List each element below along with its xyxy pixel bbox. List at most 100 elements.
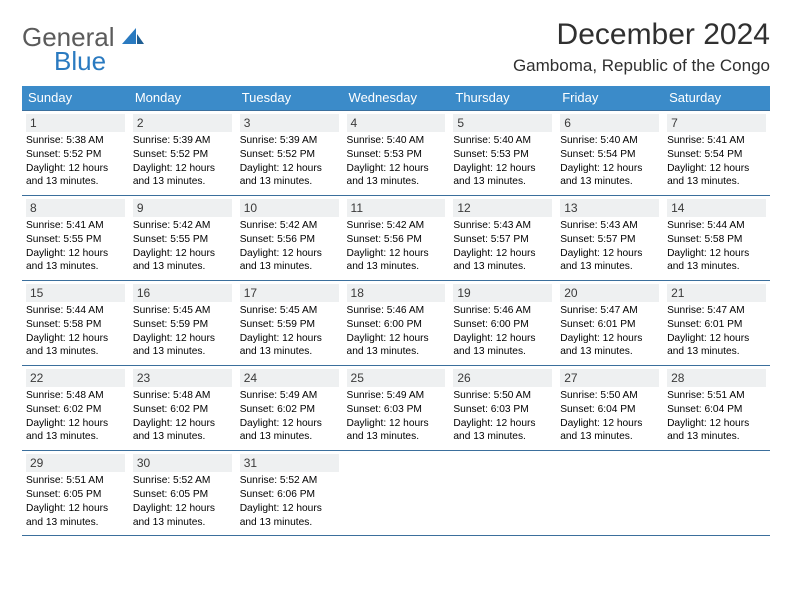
calendar-cell: 1 Sunrise: 5:38 AMSunset: 5:52 PMDaylight… <box>22 111 129 196</box>
day-details: Sunrise: 5:38 AMSunset: 5:52 PMDaylight:… <box>26 134 125 189</box>
calendar-cell: 9 Sunrise: 5:42 AMSunset: 5:55 PMDaylight… <box>129 196 236 281</box>
day-details: Sunrise: 5:40 AMSunset: 5:53 PMDaylight:… <box>453 134 552 189</box>
day-number: 30 <box>133 454 232 472</box>
calendar-cell: . <box>556 451 663 536</box>
calendar-cell: . <box>343 451 450 536</box>
dayname-header: Monday <box>129 86 236 111</box>
day-number: 4 <box>347 114 446 132</box>
day-details: Sunrise: 5:49 AMSunset: 6:03 PMDaylight:… <box>347 389 446 444</box>
calendar-cell: 5 Sunrise: 5:40 AMSunset: 5:53 PMDaylight… <box>449 111 556 196</box>
day-details: Sunrise: 5:51 AMSunset: 6:04 PMDaylight:… <box>667 389 766 444</box>
day-details: Sunrise: 5:47 AMSunset: 6:01 PMDaylight:… <box>667 304 766 359</box>
day-number: 6 <box>560 114 659 132</box>
calendar-cell: . <box>449 451 556 536</box>
day-details: Sunrise: 5:40 AMSunset: 5:54 PMDaylight:… <box>560 134 659 189</box>
calendar-cell: 22Sunrise: 5:48 AMSunset: 6:02 PMDayligh… <box>22 366 129 451</box>
day-number: 9 <box>133 199 232 217</box>
day-number: 13 <box>560 199 659 217</box>
calendar-cell: 20 Sunrise: 5:47 AMSunset: 6:01 PMDayligh… <box>556 281 663 366</box>
day-number: 28 <box>667 369 766 387</box>
day-number: 18 <box>347 284 446 302</box>
calendar-cell: 15Sunrise: 5:44 AMSunset: 5:58 PMDayligh… <box>22 281 129 366</box>
day-number: 25 <box>347 369 446 387</box>
calendar-cell: 27 Sunrise: 5:50 AMSunset: 6:04 PMDayligh… <box>556 366 663 451</box>
day-number: 10 <box>240 199 339 217</box>
day-number: 3 <box>240 114 339 132</box>
day-details: Sunrise: 5:44 AMSunset: 5:58 PMDaylight:… <box>667 219 766 274</box>
day-details: Sunrise: 5:46 AMSunset: 6:00 PMDaylight:… <box>453 304 552 359</box>
calendar-cell: 28 Sunrise: 5:51 AMSunset: 6:04 PMDayligh… <box>663 366 770 451</box>
day-number: 29 <box>26 454 125 472</box>
day-number: 19 <box>453 284 552 302</box>
dayname-header: Saturday <box>663 86 770 111</box>
calendar-cell: 30Sunrise: 5:52 AMSunset: 6:05 PMDayligh… <box>129 451 236 536</box>
calendar-cell: 23Sunrise: 5:48 AMSunset: 6:02 PMDayligh… <box>129 366 236 451</box>
sail-icon <box>122 28 144 52</box>
calendar-cell: 17 Sunrise: 5:45 AMSunset: 5:59 PMDayligh… <box>236 281 343 366</box>
calendar-table: SundayMondayTuesdayWednesdayThursdayFrid… <box>22 86 770 536</box>
title-block: December 2024 Gamboma, Republic of the C… <box>513 18 770 76</box>
day-number: 11 <box>347 199 446 217</box>
day-number: 2 <box>133 114 232 132</box>
day-details: Sunrise: 5:52 AMSunset: 6:06 PMDaylight:… <box>240 474 339 529</box>
day-number: 5 <box>453 114 552 132</box>
day-number: 14 <box>667 199 766 217</box>
calendar-cell: 25 Sunrise: 5:49 AMSunset: 6:03 PMDayligh… <box>343 366 450 451</box>
day-details: Sunrise: 5:42 AMSunset: 5:56 PMDaylight:… <box>240 219 339 274</box>
day-number: 20 <box>560 284 659 302</box>
calendar-cell: 7 Sunrise: 5:41 AMSunset: 5:54 PMDaylight… <box>663 111 770 196</box>
calendar-week-row: 8 Sunrise: 5:41 AMSunset: 5:55 PMDaylight… <box>22 196 770 281</box>
calendar-week-row: 29 Sunrise: 5:51 AMSunset: 6:05 PMDayligh… <box>22 451 770 536</box>
day-number: 21 <box>667 284 766 302</box>
day-number: 8 <box>26 199 125 217</box>
calendar-week-row: 15Sunrise: 5:44 AMSunset: 5:58 PMDayligh… <box>22 281 770 366</box>
calendar-cell: 12Sunrise: 5:43 AMSunset: 5:57 PMDayligh… <box>449 196 556 281</box>
calendar-cell: 31 Sunrise: 5:52 AMSunset: 6:06 PMDayligh… <box>236 451 343 536</box>
calendar-cell: 29 Sunrise: 5:51 AMSunset: 6:05 PMDayligh… <box>22 451 129 536</box>
day-details: Sunrise: 5:40 AMSunset: 5:53 PMDaylight:… <box>347 134 446 189</box>
day-details: Sunrise: 5:43 AMSunset: 5:57 PMDaylight:… <box>453 219 552 274</box>
month-title: December 2024 <box>513 18 770 52</box>
day-number: 31 <box>240 454 339 472</box>
calendar-cell: 3 Sunrise: 5:39 AMSunset: 5:52 PMDaylight… <box>236 111 343 196</box>
day-details: Sunrise: 5:47 AMSunset: 6:01 PMDaylight:… <box>560 304 659 359</box>
day-details: Sunrise: 5:45 AMSunset: 5:59 PMDaylight:… <box>133 304 232 359</box>
day-details: Sunrise: 5:51 AMSunset: 6:05 PMDaylight:… <box>26 474 125 529</box>
day-details: Sunrise: 5:41 AMSunset: 5:55 PMDaylight:… <box>26 219 125 274</box>
day-details: Sunrise: 5:50 AMSunset: 6:04 PMDaylight:… <box>560 389 659 444</box>
dayname-header: Tuesday <box>236 86 343 111</box>
calendar-cell: 24Sunrise: 5:49 AMSunset: 6:02 PMDayligh… <box>236 366 343 451</box>
day-details: Sunrise: 5:48 AMSunset: 6:02 PMDaylight:… <box>26 389 125 444</box>
calendar-cell: 4 Sunrise: 5:40 AMSunset: 5:53 PMDaylight… <box>343 111 450 196</box>
calendar-cell: 2 Sunrise: 5:39 AMSunset: 5:52 PMDaylight… <box>129 111 236 196</box>
calendar-cell: 10 Sunrise: 5:42 AMSunset: 5:56 PMDayligh… <box>236 196 343 281</box>
dayname-header: Friday <box>556 86 663 111</box>
day-details: Sunrise: 5:46 AMSunset: 6:00 PMDaylight:… <box>347 304 446 359</box>
calendar-cell: 11 Sunrise: 5:42 AMSunset: 5:56 PMDayligh… <box>343 196 450 281</box>
day-number: 24 <box>240 369 339 387</box>
day-number: 15 <box>26 284 125 302</box>
day-details: Sunrise: 5:42 AMSunset: 5:55 PMDaylight:… <box>133 219 232 274</box>
day-details: Sunrise: 5:42 AMSunset: 5:56 PMDaylight:… <box>347 219 446 274</box>
dayname-header: Thursday <box>449 86 556 111</box>
day-number: 27 <box>560 369 659 387</box>
dayname-header: Sunday <box>22 86 129 111</box>
calendar-cell: 21 Sunrise: 5:47 AMSunset: 6:01 PMDayligh… <box>663 281 770 366</box>
day-number: 23 <box>133 369 232 387</box>
day-details: Sunrise: 5:41 AMSunset: 5:54 PMDaylight:… <box>667 134 766 189</box>
day-details: Sunrise: 5:45 AMSunset: 5:59 PMDaylight:… <box>240 304 339 359</box>
day-number: 1 <box>26 114 125 132</box>
calendar-cell: 26Sunrise: 5:50 AMSunset: 6:03 PMDayligh… <box>449 366 556 451</box>
header: General Blue December 2024 Gamboma, Repu… <box>22 18 770 76</box>
calendar-cell: 19 Sunrise: 5:46 AMSunset: 6:00 PMDayligh… <box>449 281 556 366</box>
day-number: 17 <box>240 284 339 302</box>
calendar-cell: 16Sunrise: 5:45 AMSunset: 5:59 PMDayligh… <box>129 281 236 366</box>
calendar-cell: . <box>663 451 770 536</box>
day-number: 26 <box>453 369 552 387</box>
day-number: 7 <box>667 114 766 132</box>
location: Gamboma, Republic of the Congo <box>513 56 770 76</box>
calendar-cell: 14 Sunrise: 5:44 AMSunset: 5:58 PMDayligh… <box>663 196 770 281</box>
calendar-header-row: SundayMondayTuesdayWednesdayThursdayFrid… <box>22 86 770 111</box>
day-details: Sunrise: 5:39 AMSunset: 5:52 PMDaylight:… <box>240 134 339 189</box>
day-details: Sunrise: 5:39 AMSunset: 5:52 PMDaylight:… <box>133 134 232 189</box>
